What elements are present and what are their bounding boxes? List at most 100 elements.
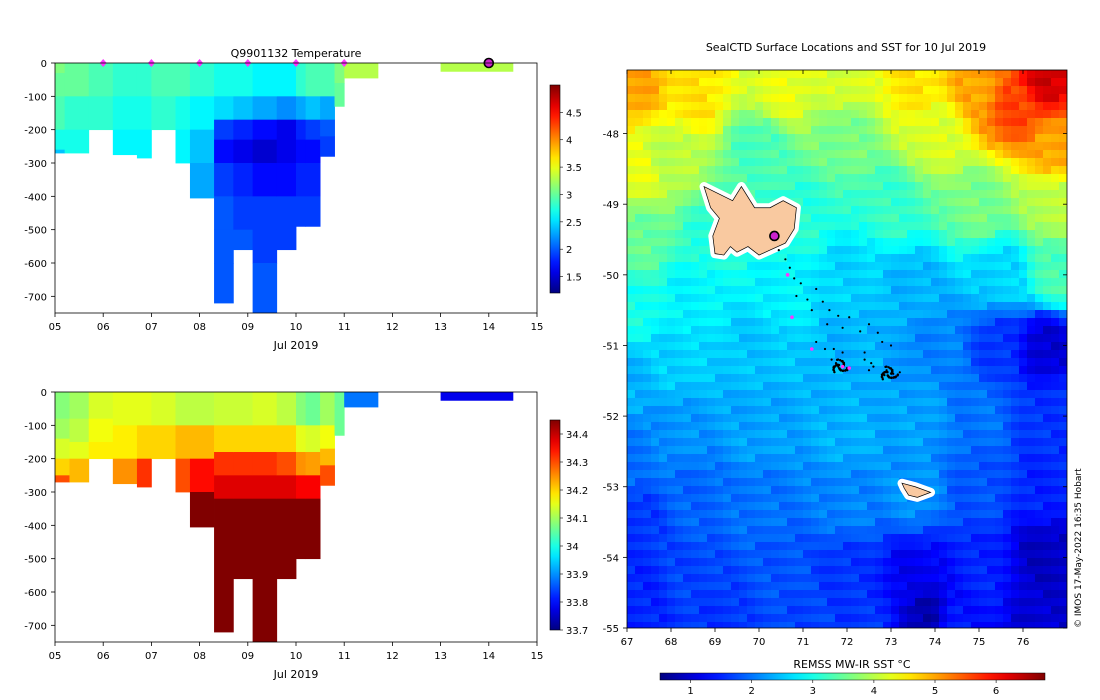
sst-cell-3668 bbox=[931, 598, 940, 607]
sst-cell-906 bbox=[835, 198, 844, 207]
sst-cell-696 bbox=[915, 166, 924, 175]
sst-cell-20 bbox=[787, 70, 796, 79]
sst-cell-1466 bbox=[915, 278, 924, 287]
sst-cell-1722 bbox=[763, 318, 772, 327]
sst-cell-3788 bbox=[1011, 614, 1020, 623]
sst-cell-1971 bbox=[995, 350, 1004, 359]
sst-cell-704 bbox=[979, 166, 988, 175]
sst-cell-1807 bbox=[1003, 326, 1012, 335]
sst-cell-3685 bbox=[627, 606, 636, 615]
section-cell-9-0 bbox=[233, 63, 254, 97]
sst-cell-580 bbox=[867, 150, 876, 159]
sst-cell-3520 bbox=[627, 582, 636, 591]
sst-cell-76 bbox=[795, 78, 804, 87]
sst-cell-1054 bbox=[699, 222, 708, 231]
sst-cell-3541 bbox=[795, 582, 804, 591]
sst-cell-3733 bbox=[1011, 606, 1020, 615]
sst-cell-1864 bbox=[1019, 334, 1028, 343]
sst-cell-528 bbox=[891, 142, 900, 151]
sst-cell-38 bbox=[931, 70, 940, 79]
sst-cell-2252 bbox=[1043, 390, 1052, 399]
sst-cell-250 bbox=[867, 102, 876, 111]
sst-cell-2068 bbox=[891, 366, 900, 375]
sst-cell-2041 bbox=[675, 366, 684, 375]
sst-cell-1547 bbox=[683, 294, 692, 303]
sst-cell-2255 bbox=[627, 398, 636, 407]
colorbar-tick-label: 3.5 bbox=[566, 163, 582, 174]
sst-cell-859 bbox=[899, 190, 908, 199]
sst-cell-2686 bbox=[995, 454, 1004, 463]
sst-cell-3638 bbox=[691, 598, 700, 607]
sst-cell-1564 bbox=[819, 294, 828, 303]
sst-cell-2355 bbox=[987, 406, 996, 415]
sst-cell-1818 bbox=[651, 334, 660, 343]
sst-cell-3053 bbox=[851, 510, 860, 519]
sst-cell-1484 bbox=[1059, 278, 1067, 287]
sst-cell-2104 bbox=[739, 374, 748, 383]
sst-cell-2236 bbox=[915, 390, 924, 399]
sst-cell-3195 bbox=[667, 534, 676, 543]
sst-cell-2246 bbox=[995, 390, 1004, 399]
sst-cell-3066 bbox=[955, 510, 964, 519]
sst-cell-3576 bbox=[635, 590, 644, 599]
sst-cell-2658 bbox=[771, 454, 780, 463]
sst-cell-1944 bbox=[779, 350, 788, 359]
sst-cell-2537 bbox=[683, 438, 692, 447]
sst-cell-209 bbox=[979, 94, 988, 103]
sst-cell-2922 bbox=[683, 494, 692, 503]
sst-cell-2614 bbox=[859, 446, 868, 455]
sst-cell-597 bbox=[1003, 150, 1012, 159]
sst-cell-3398 bbox=[971, 558, 980, 567]
sst-cell-3740 bbox=[627, 614, 636, 623]
sst-cell-3479 bbox=[739, 574, 748, 583]
sst-cell-471 bbox=[875, 134, 884, 143]
sst-cell-308 bbox=[891, 110, 900, 119]
sst-cell-1634 bbox=[939, 302, 948, 311]
sst-cell-2132 bbox=[963, 374, 972, 383]
sst-cell-1249 bbox=[939, 246, 948, 255]
sst-cell-1917 bbox=[1003, 342, 1012, 351]
sst-cell-3550 bbox=[867, 582, 876, 591]
sst-cell-3221 bbox=[875, 534, 884, 543]
sst-cell-2721 bbox=[835, 462, 844, 471]
sst-cell-2098 bbox=[691, 374, 700, 383]
sst-cell-3246 bbox=[635, 542, 644, 551]
sst-cell-1962 bbox=[923, 350, 932, 359]
sst-cell-69 bbox=[739, 78, 748, 87]
sst-cell-136 bbox=[835, 86, 844, 95]
sst-cell-3177 bbox=[963, 526, 972, 535]
sst-cell-3536 bbox=[755, 582, 764, 591]
sst-cell-1026 bbox=[915, 214, 924, 223]
sst-cell-1889 bbox=[779, 342, 788, 351]
sst-cell-3689 bbox=[659, 606, 668, 615]
sst-cell-31 bbox=[875, 70, 884, 79]
sst-cell-765 bbox=[1027, 174, 1036, 183]
sst-cell-606 bbox=[635, 158, 644, 167]
sst-cell-1941 bbox=[755, 350, 764, 359]
sst-cell-6 bbox=[675, 70, 684, 79]
sst-cell-3218 bbox=[851, 534, 860, 543]
sst-cell-1267 bbox=[643, 254, 652, 263]
track-point bbox=[777, 249, 780, 252]
sst-cell-1316 bbox=[1035, 254, 1044, 263]
sst-cell-2335 bbox=[827, 406, 836, 415]
sst-cell-1427 bbox=[1043, 270, 1052, 279]
sst-cell-2660 bbox=[787, 454, 796, 463]
sst-cell-985 bbox=[1027, 206, 1036, 215]
sst-cell-3249 bbox=[659, 542, 668, 551]
sst-cell-3666 bbox=[915, 598, 924, 607]
sst-cell-2409 bbox=[979, 414, 988, 423]
sst-cell-3820 bbox=[827, 622, 836, 628]
sst-cell-3743 bbox=[651, 614, 660, 623]
section-cell-9-1 bbox=[233, 425, 254, 453]
sst-cell-2271 bbox=[755, 398, 764, 407]
sst-cell-1302 bbox=[923, 254, 932, 263]
sst-cell-1602 bbox=[683, 302, 692, 311]
sst-cell-2634 bbox=[1019, 446, 1028, 455]
sst-cell-1626 bbox=[875, 302, 884, 311]
sst-cell-2735 bbox=[947, 462, 956, 471]
sst-cell-2885 bbox=[827, 486, 836, 495]
sst-cell-1903 bbox=[891, 342, 900, 351]
sst-cell-1591 bbox=[1035, 294, 1044, 303]
sst-cell-158 bbox=[1011, 86, 1020, 95]
